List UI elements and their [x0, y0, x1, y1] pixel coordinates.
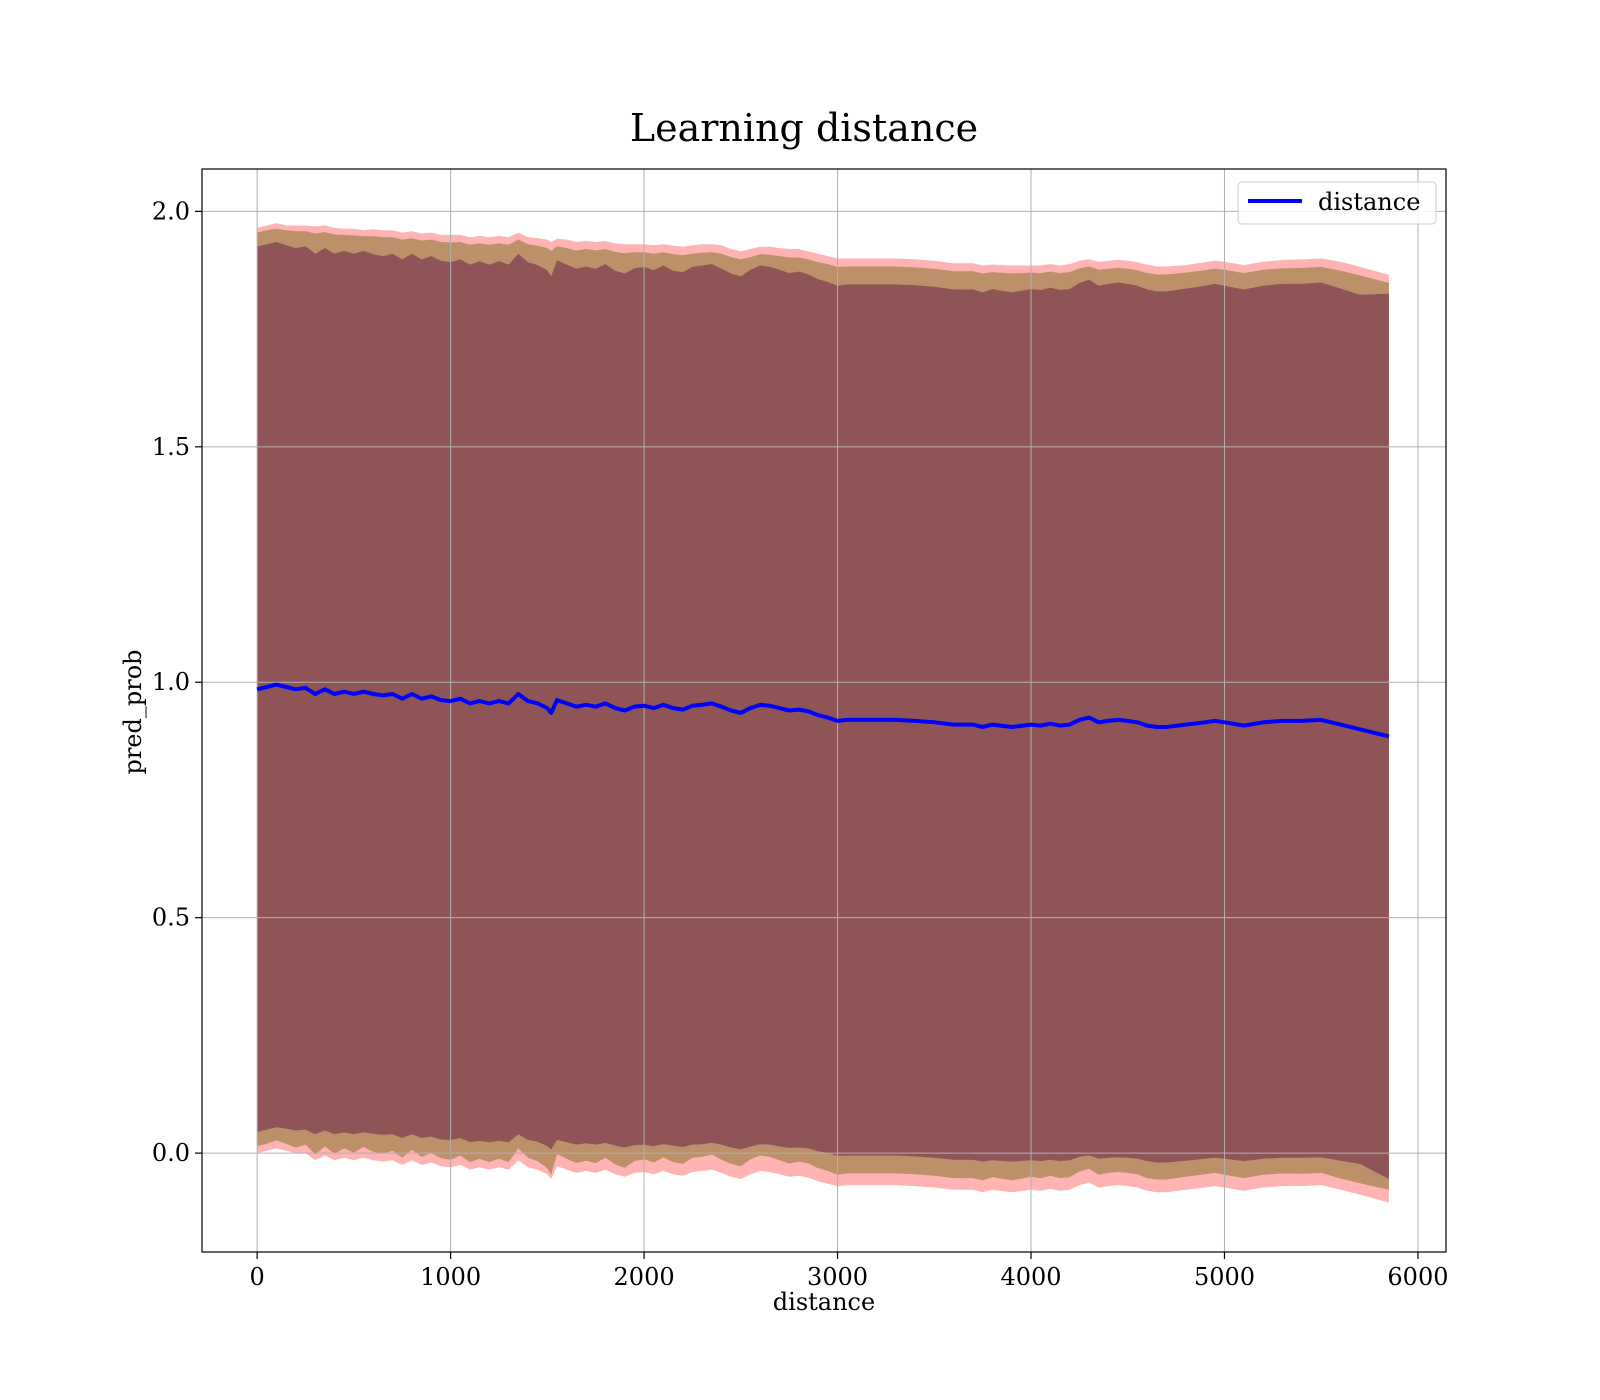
y-tick-label: 1.5	[152, 433, 190, 461]
y-axis-ticks: 0.0 0.5 1.0 1.5 2.0	[152, 197, 202, 1167]
series-lines	[256, 682, 1390, 739]
y-axis-label: pred_prob	[119, 649, 147, 774]
series-line-distance	[256, 682, 1390, 739]
legend-label-distance: distance	[1318, 188, 1420, 216]
plot-frame	[201, 168, 1447, 1253]
grid-lines	[202, 169, 1446, 1252]
x-tick-label: 2000	[614, 1263, 675, 1291]
plot-area	[201, 168, 1447, 1253]
confidence-bands	[257, 223, 1389, 1203]
band-inner	[257, 242, 1389, 1179]
y-tick-label: 0.5	[152, 904, 190, 932]
x-tick-label: 5000	[1194, 1263, 1255, 1291]
x-axis-ticks: 0 1000 2000 3000 4000 5000 6000	[249, 1252, 1448, 1291]
x-tick-label: 4000	[1000, 1263, 1061, 1291]
y-tick-label: 2.0	[152, 197, 190, 225]
x-tick-label: 1000	[420, 1263, 481, 1291]
y-tick-label: 0.0	[152, 1139, 190, 1167]
x-tick-label: 0	[249, 1263, 264, 1291]
chart-title: Learning distance	[630, 106, 978, 150]
x-tick-label: 6000	[1387, 1263, 1448, 1291]
legend-box	[1237, 181, 1437, 225]
x-axis-label: distance	[773, 1288, 875, 1316]
legend: distance	[1237, 181, 1437, 225]
y-tick-label: 1.0	[152, 668, 190, 696]
x-tick-label: 3000	[807, 1263, 868, 1291]
